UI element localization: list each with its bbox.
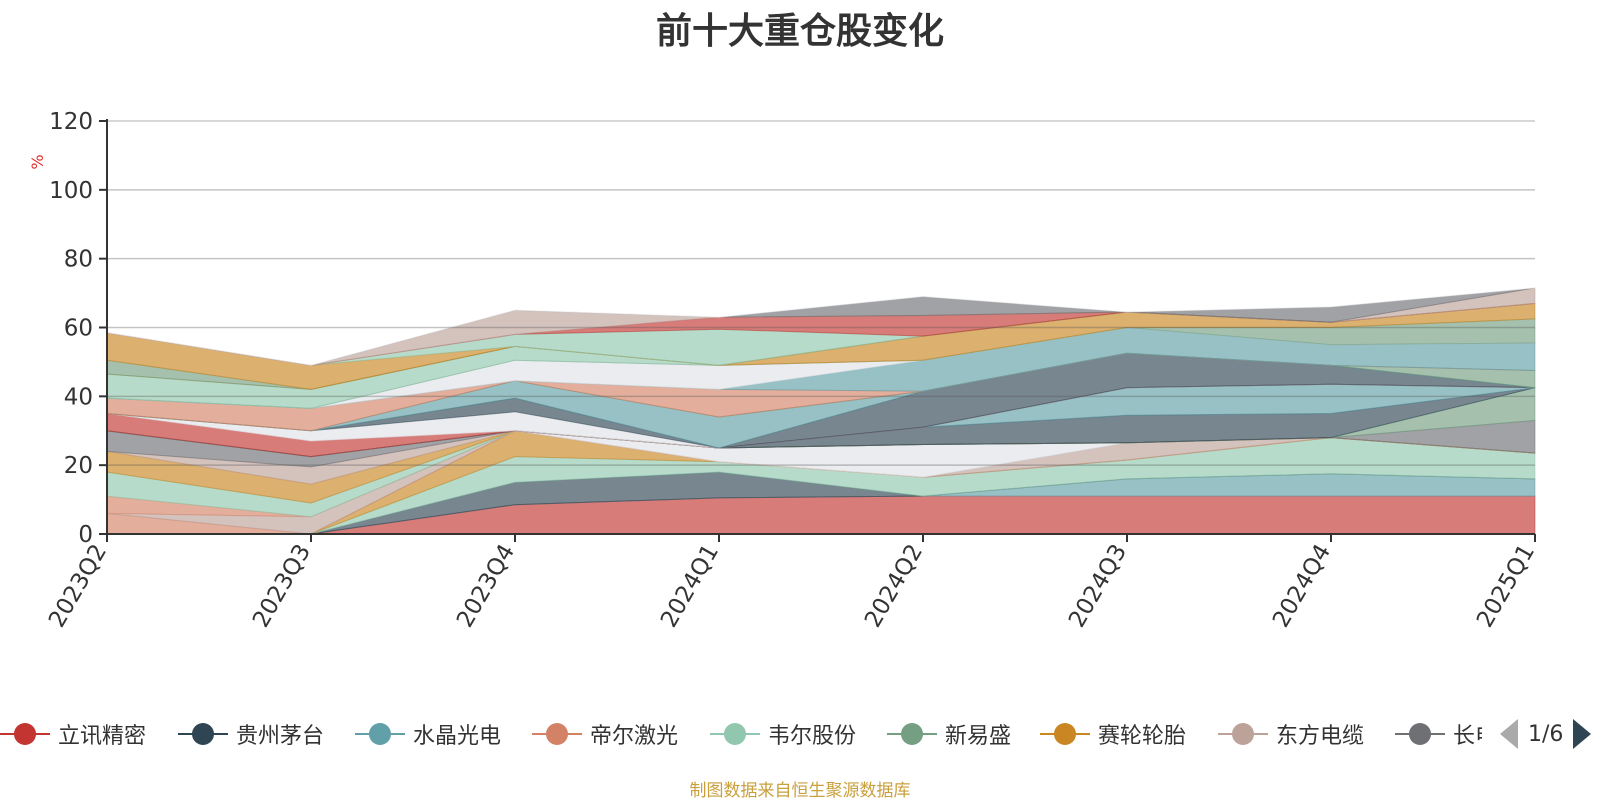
- stacked-areas: [106, 173, 1536, 535]
- legend-label: 东方电缆: [1276, 724, 1365, 749]
- legend-marker-icon: [532, 719, 582, 749]
- legend-marker-icon: [710, 719, 760, 749]
- legend-item[interactable]: 帝尔激光: [532, 712, 678, 756]
- area-band-33: [106, 173, 1536, 366]
- legend-label: 贵州茅台: [236, 724, 325, 749]
- legend-next-page-button[interactable]: [1573, 719, 1592, 749]
- legend-prev-page-button[interactable]: [1500, 719, 1518, 749]
- x-tick-label: 2024Q4: [1268, 540, 1336, 632]
- legend-page-indicator: 1/6: [1528, 721, 1564, 747]
- legend-marker-icon: [1395, 719, 1445, 749]
- legend-item[interactable]: 贵州茅台: [178, 712, 324, 756]
- legend-marker-icon: [1040, 719, 1090, 749]
- legend-items: 立讯精密 贵州茅台 水晶光电 帝尔激光 韦尔股份 新易盛 赛轮轮胎 东方电缆 长电科技: [0, 712, 1482, 756]
- y-tick-label: 120: [49, 109, 93, 135]
- legend-label: 长电科技: [1453, 724, 1482, 749]
- y-axis-label: %: [28, 154, 47, 169]
- legend-marker-icon: [887, 719, 937, 749]
- y-tick-label: 80: [64, 247, 93, 273]
- chart-title: 前十大重仓股变化: [655, 11, 944, 52]
- x-tick-label: 2023Q2: [44, 540, 112, 632]
- legend-item[interactable]: 长电科技: [1395, 712, 1482, 756]
- legend-item[interactable]: 水晶光电: [355, 712, 501, 756]
- legend: 立讯精密 贵州茅台 水晶光电 帝尔激光 韦尔股份 新易盛 赛轮轮胎 东方电缆 长电科技 1/6: [0, 712, 1600, 756]
- x-tick-label: 2024Q2: [860, 540, 928, 632]
- source-footnote: 制图数据来自恒生聚源数据库: [689, 781, 911, 801]
- legend-marker-icon: [178, 719, 228, 749]
- legend-item[interactable]: 赛轮轮胎: [1040, 712, 1186, 756]
- gridlines: [107, 120, 1535, 466]
- legend-marker-icon: [355, 719, 405, 749]
- legend-label: 韦尔股份: [768, 724, 857, 749]
- legend-label: 帝尔激光: [590, 724, 679, 749]
- legend-pager: 1/6: [1500, 712, 1592, 756]
- legend-item[interactable]: 东方电缆: [1218, 712, 1364, 756]
- legend-label: 水晶光电: [413, 724, 502, 749]
- legend-item[interactable]: 新易盛: [887, 712, 1011, 756]
- legend-label: 立讯精密: [58, 724, 147, 749]
- x-tick-label: 2023Q4: [452, 540, 520, 632]
- x-tick-label: 2024Q1: [656, 540, 724, 632]
- y-tick-label: 0: [78, 522, 93, 548]
- y-tick-label: 60: [64, 316, 93, 342]
- y-tick-label: 40: [64, 384, 93, 410]
- legend-marker-icon: [1218, 719, 1268, 749]
- x-tick-label: 2023Q3: [248, 540, 316, 632]
- legend-label: 赛轮轮胎: [1098, 724, 1187, 749]
- y-tick-label: 20: [64, 453, 93, 479]
- x-tick-label: 2025Q1: [1472, 540, 1540, 632]
- axes: [99, 119, 1536, 542]
- legend-item[interactable]: 立讯精密: [0, 712, 146, 756]
- legend-label: 新易盛: [945, 724, 1012, 749]
- y-tick-label: 100: [49, 178, 93, 204]
- legend-item[interactable]: 韦尔股份: [710, 712, 856, 756]
- x-tick-label: 2024Q3: [1064, 540, 1132, 632]
- legend-marker-icon: [0, 719, 50, 749]
